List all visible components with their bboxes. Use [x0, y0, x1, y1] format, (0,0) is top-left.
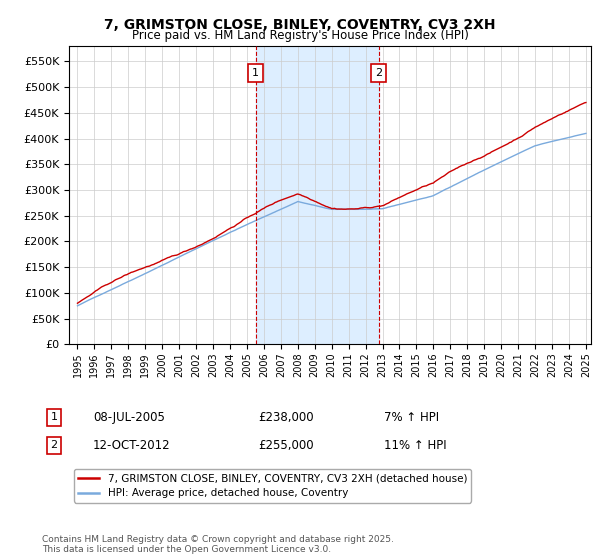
Text: 2: 2 [375, 68, 382, 78]
Text: 12-OCT-2012: 12-OCT-2012 [93, 438, 170, 452]
Text: 7% ↑ HPI: 7% ↑ HPI [384, 410, 439, 424]
Text: £238,000: £238,000 [258, 410, 314, 424]
Text: Contains HM Land Registry data © Crown copyright and database right 2025.
This d: Contains HM Land Registry data © Crown c… [42, 535, 394, 554]
Text: 1: 1 [50, 412, 58, 422]
Text: 7, GRIMSTON CLOSE, BINLEY, COVENTRY, CV3 2XH: 7, GRIMSTON CLOSE, BINLEY, COVENTRY, CV3… [104, 18, 496, 32]
Text: 08-JUL-2005: 08-JUL-2005 [93, 410, 165, 424]
Text: 2: 2 [50, 440, 58, 450]
Text: 11% ↑ HPI: 11% ↑ HPI [384, 438, 446, 452]
Bar [256, 46, 379, 344]
Legend: 7, GRIMSTON CLOSE, BINLEY, COVENTRY, CV3 2XH (detached house), HPI: Average pric: 7, GRIMSTON CLOSE, BINLEY, COVENTRY, CV3… [74, 469, 471, 502]
Text: £255,000: £255,000 [258, 438, 314, 452]
Text: 1: 1 [252, 68, 259, 78]
Text: Price paid vs. HM Land Registry's House Price Index (HPI): Price paid vs. HM Land Registry's House … [131, 29, 469, 42]
